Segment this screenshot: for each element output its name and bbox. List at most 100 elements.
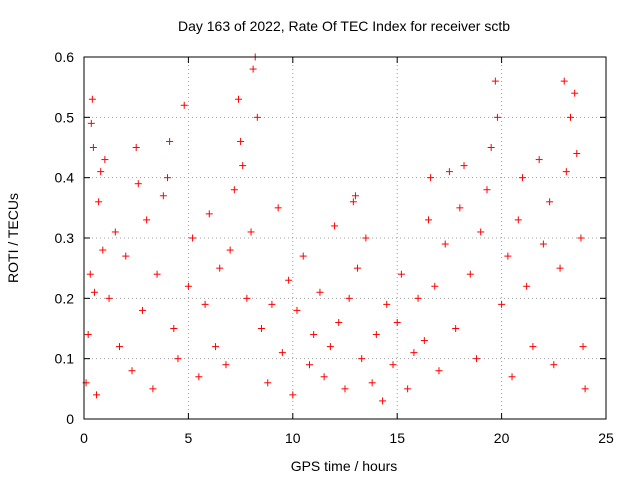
data-point-8 bbox=[95, 198, 103, 206]
y-tick-label-5: 0.5 bbox=[55, 109, 75, 125]
data-point-95 bbox=[491, 77, 499, 85]
data-point-44 bbox=[249, 65, 257, 73]
data-point-64 bbox=[345, 294, 353, 302]
data-point-9 bbox=[97, 168, 105, 176]
grid-lines bbox=[84, 57, 606, 419]
data-point-20 bbox=[143, 216, 151, 224]
data-point-106 bbox=[546, 198, 554, 206]
data-point-67 bbox=[354, 264, 362, 272]
y-axis-label: ROTI / TECUs bbox=[5, 193, 21, 283]
data-point-93 bbox=[483, 186, 491, 194]
data-point-55 bbox=[299, 252, 307, 260]
data-point-29 bbox=[184, 282, 192, 290]
data-point-32 bbox=[201, 300, 209, 308]
data-point-97 bbox=[498, 300, 506, 308]
data-point-37 bbox=[226, 246, 234, 254]
data-point-88 bbox=[456, 204, 464, 212]
data-point-10 bbox=[99, 246, 107, 254]
data-point-79 bbox=[414, 294, 422, 302]
data-point-115 bbox=[579, 343, 587, 351]
data-point-56 bbox=[306, 361, 314, 369]
x-axis-label: GPS time / hours bbox=[291, 458, 398, 474]
data-point-21 bbox=[149, 385, 157, 393]
data-point-84 bbox=[435, 367, 443, 375]
data-point-103 bbox=[529, 343, 537, 351]
data-point-81 bbox=[425, 216, 433, 224]
data-point-36 bbox=[222, 361, 230, 369]
data-point-51 bbox=[278, 349, 286, 357]
data-point-11 bbox=[101, 156, 109, 164]
data-point-25 bbox=[166, 137, 174, 145]
x-tick-label-2: 10 bbox=[285, 430, 301, 446]
data-point-86 bbox=[445, 168, 453, 176]
data-point-78 bbox=[410, 349, 418, 357]
data-point-114 bbox=[577, 234, 585, 242]
data-point-48 bbox=[264, 379, 272, 387]
data-point-47 bbox=[257, 325, 265, 332]
data-point-77 bbox=[404, 385, 412, 393]
data-point-69 bbox=[362, 234, 370, 242]
data-point-75 bbox=[393, 318, 401, 326]
data-point-65 bbox=[349, 198, 357, 206]
x-tick-label-3: 15 bbox=[389, 430, 405, 446]
data-point-39 bbox=[235, 95, 243, 103]
axes bbox=[83, 56, 607, 420]
data-point-108 bbox=[556, 264, 564, 272]
data-point-104 bbox=[535, 156, 543, 164]
data-point-46 bbox=[253, 113, 261, 121]
data-point-1 bbox=[84, 331, 92, 339]
data-point-13 bbox=[111, 228, 119, 236]
data-point-72 bbox=[379, 397, 387, 405]
data-point-28 bbox=[180, 101, 188, 109]
x-tick-label-5: 25 bbox=[598, 430, 614, 446]
data-point-38 bbox=[230, 186, 238, 194]
data-point-94 bbox=[487, 144, 495, 151]
data-point-85 bbox=[441, 240, 449, 248]
data-point-14 bbox=[115, 343, 123, 351]
data-point-116 bbox=[581, 385, 589, 393]
data-point-16 bbox=[128, 367, 136, 375]
data-points bbox=[82, 53, 589, 405]
data-point-27 bbox=[174, 355, 182, 363]
data-point-19 bbox=[138, 306, 146, 314]
data-point-110 bbox=[562, 168, 570, 176]
data-point-17 bbox=[132, 144, 140, 151]
data-point-113 bbox=[573, 150, 581, 158]
data-point-34 bbox=[212, 343, 220, 351]
data-point-90 bbox=[466, 270, 474, 278]
data-point-61 bbox=[331, 222, 339, 230]
data-point-33 bbox=[205, 210, 213, 218]
data-point-26 bbox=[170, 325, 178, 332]
data-point-7 bbox=[93, 391, 101, 399]
data-point-52 bbox=[285, 276, 293, 284]
data-point-92 bbox=[477, 228, 485, 236]
data-point-80 bbox=[420, 337, 428, 345]
data-point-100 bbox=[514, 216, 522, 224]
data-point-91 bbox=[473, 355, 481, 363]
data-point-96 bbox=[493, 113, 501, 121]
data-point-54 bbox=[293, 306, 301, 314]
data-point-57 bbox=[310, 331, 318, 339]
data-point-59 bbox=[320, 373, 328, 381]
data-point-68 bbox=[358, 355, 366, 363]
data-point-70 bbox=[368, 379, 376, 387]
data-point-83 bbox=[431, 282, 439, 290]
y-tick-label-3: 0.3 bbox=[55, 230, 75, 246]
data-point-63 bbox=[341, 385, 349, 393]
data-point-5 bbox=[89, 144, 97, 151]
data-point-58 bbox=[316, 288, 324, 296]
data-point-12 bbox=[105, 294, 113, 302]
data-point-22 bbox=[153, 270, 161, 278]
data-point-41 bbox=[239, 162, 247, 170]
data-point-23 bbox=[159, 192, 167, 200]
data-point-111 bbox=[567, 113, 575, 121]
tick-labels: 0 5 10 15 20 25 0 0.1 0.2 0.3 0.4 0.5 0.6 bbox=[55, 49, 614, 446]
data-point-3 bbox=[87, 119, 95, 127]
data-point-2 bbox=[86, 270, 94, 278]
data-point-53 bbox=[289, 391, 297, 399]
data-point-43 bbox=[247, 228, 255, 236]
data-point-50 bbox=[274, 204, 282, 212]
data-point-102 bbox=[523, 282, 531, 290]
y-tick-label-4: 0.4 bbox=[55, 170, 75, 186]
data-point-40 bbox=[237, 137, 245, 145]
